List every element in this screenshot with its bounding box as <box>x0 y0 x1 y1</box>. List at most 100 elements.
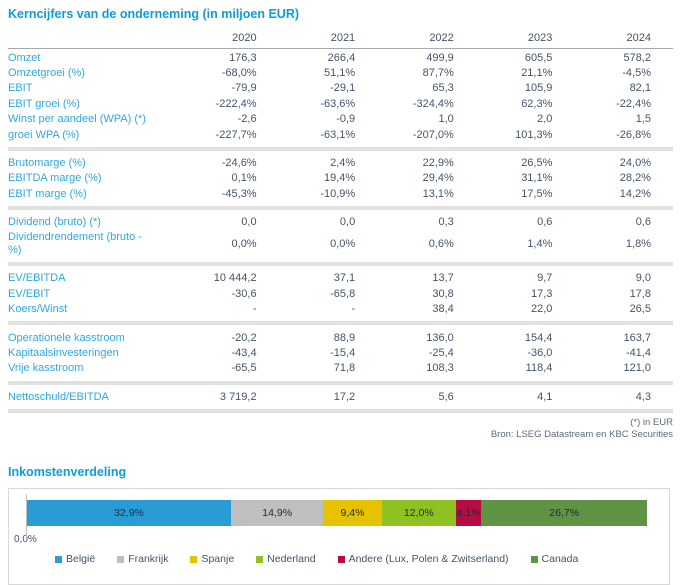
row-label: Brutomarge (%) <box>8 156 86 169</box>
bar-segment: 26,7% <box>481 500 647 527</box>
legend-item: Canada <box>530 553 579 566</box>
cell-value: 0,6% <box>428 237 454 250</box>
table-row: Omzetgroei (%) -68,0% 51,1% 87,7% 21,1% -4,5% <box>8 66 673 81</box>
table-row: Operationele kasstroom -20,2 88,9 136,0 154,… <box>8 330 673 345</box>
cell-value: 578,2 <box>623 51 651 64</box>
section-separator <box>8 146 673 151</box>
segment-label: 9,4% <box>340 507 365 520</box>
cell-value: 163,7 <box>623 331 651 344</box>
legend-item: België <box>55 553 95 565</box>
cell-value: 108,3 <box>426 362 454 375</box>
header-empty-cell <box>8 38 158 40</box>
cell-value: -2,6 <box>237 113 257 126</box>
cell-value: 0,0 <box>339 216 356 229</box>
stacked-bar: 32,9% 14,9% 9,4% 12,0% 4,1% 26,7% <box>26 494 647 538</box>
cell-value: -25,4 <box>428 347 454 360</box>
section-separator <box>8 409 673 414</box>
legend-item: Nederland <box>256 553 316 565</box>
cell-value: 17,2 <box>333 390 356 403</box>
table-header-row: 2020 2021 2022 2023 2024 <box>8 31 673 50</box>
cell-value: 9,0 <box>635 272 651 285</box>
chart-legend: België Frankrijk Spanje Nederland Andere (Lu… <box>55 553 669 565</box>
row-label: Koers/Winst <box>8 303 68 316</box>
row-label: Nettoschuld/EBITDA <box>8 390 109 403</box>
section-separator <box>8 380 673 385</box>
row-label: Vrije kasstroom <box>8 362 84 375</box>
cell-value: -65,8 <box>330 287 356 300</box>
cell-value: -22,4% <box>616 97 651 110</box>
table-row: Winst per aandeel (WPA) (*) -2,6 -0,9 1,0 2,… <box>8 112 673 127</box>
row-label: Winst per aandeel (WPA) (*) <box>8 113 146 126</box>
cell-value: 21,1% <box>521 66 553 79</box>
chart-panel: 32,9% 14,9% 9,4% 12,0% 4,1% 26,7% 0,0% België… <box>8 488 670 585</box>
cell-value: 38,4 <box>432 303 454 316</box>
cell-value: -63,6% <box>320 97 356 110</box>
cell-value: 1,5 <box>635 113 651 126</box>
cell-value: -15,4 <box>330 347 356 360</box>
legend-swatch <box>117 555 125 563</box>
legend-label: Canada <box>541 553 579 566</box>
report-title: Kerncijfers van de onderneming (in miljo… <box>8 7 300 21</box>
cell-value: 118,4 <box>525 362 553 375</box>
cell-value: 4,3 <box>635 390 651 403</box>
cell-value: 2,0 <box>537 113 553 126</box>
cell-value: -227,7% <box>215 128 257 141</box>
cell-value: 10 444,2 <box>213 272 257 285</box>
row-label: EV/EBITDA <box>8 272 66 285</box>
cell-value: -63,1% <box>320 128 356 141</box>
cell-value: 121,0 <box>623 362 651 375</box>
table-row: groei WPA (%) -227,7% -63,1% -207,0% 101,3% -… <box>8 127 673 142</box>
cell-value: 0,3 <box>438 216 454 229</box>
table-row: Dividendrendement (bruto - %) 0,0% 0,0% 0,6… <box>8 230 673 258</box>
table-row: Omzet 176,3 266,4 499,9 605,5 578,2 <box>8 50 673 65</box>
legend-swatch <box>190 555 198 563</box>
cell-value: - <box>351 303 356 316</box>
row-label: EBIT <box>8 82 33 95</box>
cell-value: 17,5% <box>521 187 553 200</box>
cell-value: 0,6 <box>537 216 553 229</box>
table-section: Operationele kasstroom -20,2 88,9 136,0 154,… <box>8 329 673 377</box>
row-label: Omzet <box>8 51 41 64</box>
row-label: groei WPA (%) <box>8 128 80 141</box>
table-section: Dividend (bruto) (*) 0,0 0,0 0,3 0,6 0,6 Divid… <box>8 214 673 259</box>
cell-value: -41,4 <box>625 347 651 360</box>
segment-label: 4,1% <box>456 507 481 520</box>
cell-value: -0,9 <box>336 113 356 126</box>
year-header: 2021 <box>330 32 356 45</box>
section-separator <box>8 262 673 267</box>
cell-value: 71,8 <box>333 362 356 375</box>
bar-segment: 9,4% <box>323 500 382 527</box>
row-label: Kapitaalsinvesteringen <box>8 347 119 360</box>
year-header: 2023 <box>527 32 553 45</box>
cell-value: 154,4 <box>524 331 553 344</box>
cell-value: 26,5% <box>521 156 553 169</box>
cell-value: -324,4% <box>412 97 454 110</box>
cell-value: 17,8 <box>629 287 651 300</box>
segment-label: 32,9% <box>114 507 144 520</box>
legend-label: België <box>66 553 96 566</box>
footnotes: (*) in EUR Bron: LSEG Datastream en KBC … <box>8 417 673 441</box>
bar-segment: 12,0% <box>381 500 456 527</box>
cell-value: -43,4 <box>231 347 257 360</box>
segment-label: 12,0% <box>403 507 434 520</box>
cell-value: 0,1% <box>231 172 257 185</box>
cell-value: 13,7 <box>432 272 454 285</box>
cell-value: 0,0% <box>231 237 257 250</box>
year-header: 2020 <box>232 32 257 45</box>
table-section: Omzet 176,3 266,4 499,9 605,5 578,2 Omzetgroei… <box>8 49 673 143</box>
section-separator <box>8 321 673 326</box>
cell-value: 65,3 <box>432 82 454 95</box>
row-label: Dividendrendement (bruto - %) <box>8 231 142 257</box>
legend-item: Frankrijk <box>117 553 168 565</box>
segment-label: 14,9% <box>262 507 293 520</box>
cell-value: -26,8% <box>616 128 651 141</box>
cell-value: 266,4 <box>327 51 356 64</box>
cell-value: 19,4% <box>323 172 356 185</box>
table-row: EV/EBIT -30,6 -65,8 30,8 17,3 17,8 <box>8 287 673 302</box>
table-row: Vrije kasstroom -65,5 71,8 108,3 118,4 121,0 <box>8 361 673 376</box>
legend-swatch <box>256 555 264 563</box>
cell-value: 31,1% <box>521 172 553 185</box>
cell-value: 499,9 <box>426 51 454 64</box>
segment-label: 26,7% <box>549 507 580 520</box>
